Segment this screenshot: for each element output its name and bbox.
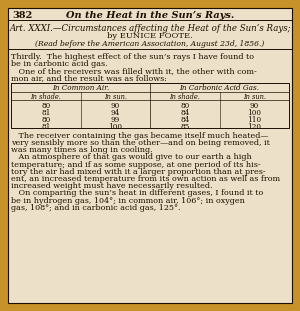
Text: Art. XXXI.—Circumstances affecting the Heat of the Sun’s Rays;: Art. XXXI.—Circumstances affecting the H… [9,24,291,33]
Text: gas, 108°; and in carbonic acid gas, 125°.: gas, 108°; and in carbonic acid gas, 125… [11,204,181,212]
Text: very sensibly more so than the other—and on being removed, it: very sensibly more so than the other—and… [11,139,270,147]
Text: 81: 81 [41,123,50,131]
Text: mon air, and the result was as follows:: mon air, and the result was as follows: [11,75,167,83]
Text: 84: 84 [180,109,189,117]
Text: be in carbonic acid gas.: be in carbonic acid gas. [11,60,108,68]
Text: Thirdly.  The highest effect of the sun’s rays I have found to: Thirdly. The highest effect of the sun’s… [11,53,254,61]
Text: On the Heat in the Sun’s Rays.: On the Heat in the Sun’s Rays. [66,11,234,20]
Text: In sun.: In sun. [104,93,127,101]
Text: increased weight must have necessarily resulted.: increased weight must have necessarily r… [11,182,212,190]
Text: 94: 94 [111,109,120,117]
Text: In Carbonic Acid Gas.: In Carbonic Acid Gas. [179,84,260,92]
Text: 100: 100 [108,123,122,131]
Text: tory the air had mixed with it a larger proportion than at pres-: tory the air had mixed with it a larger … [11,168,266,176]
Text: An atmosphere of that gas would give to our earth a high: An atmosphere of that gas would give to … [11,153,252,161]
Text: 80: 80 [41,116,50,124]
Text: 80: 80 [180,102,189,110]
Text: The receiver containing the gas became itself much heated—: The receiver containing the gas became i… [11,132,268,140]
Text: In sun.: In sun. [243,93,266,101]
Text: was many times as long in cooling.: was many times as long in cooling. [11,146,153,154]
Text: be in hydrogen gas, 104°; in common air, 106°; in oxygen: be in hydrogen gas, 104°; in common air,… [11,197,245,205]
Text: 85: 85 [180,123,189,131]
Text: 120: 120 [247,123,261,131]
Text: 100: 100 [247,109,261,117]
Text: 99: 99 [111,116,120,124]
Text: 90: 90 [250,102,259,110]
Text: 80: 80 [41,102,50,110]
Text: In Common Air.: In Common Air. [52,84,109,92]
Text: ent, an increased temperature from its own action as well as from: ent, an increased temperature from its o… [11,175,280,183]
Text: 81: 81 [41,109,50,117]
Text: 90: 90 [111,102,120,110]
Text: by EUNICE FOOTE.: by EUNICE FOOTE. [107,32,193,40]
Text: 110: 110 [247,116,261,124]
Text: 382: 382 [12,11,32,20]
Text: temperature; and if as some suppose, at one period of its his-: temperature; and if as some suppose, at … [11,160,261,169]
Text: 84: 84 [180,116,189,124]
Text: On comparing the sun’s heat in different gases, I found it to: On comparing the sun’s heat in different… [11,189,263,197]
Text: In shade.: In shade. [30,93,61,101]
Text: In shade.: In shade. [169,93,200,101]
Text: One of the receivers was filled with it, the other with com-: One of the receivers was filled with it,… [11,67,257,75]
Text: (Read before the American Association, August 23d, 1856.): (Read before the American Association, A… [35,40,265,48]
